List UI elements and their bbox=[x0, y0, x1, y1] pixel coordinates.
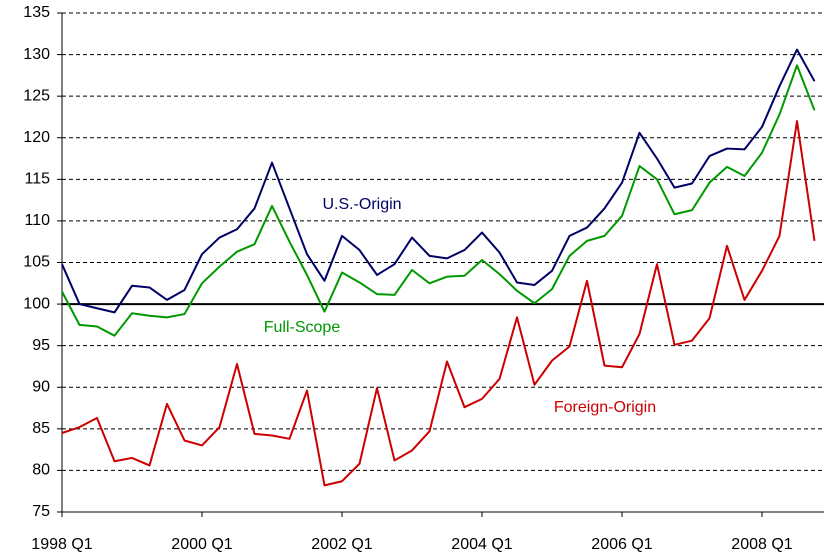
y-tick-label: 80 bbox=[32, 462, 50, 479]
x-tick-label: 2006 Q1 bbox=[591, 536, 652, 553]
y-tick-label: 105 bbox=[23, 254, 50, 271]
x-tick-label: 1998 Q1 bbox=[31, 536, 92, 553]
x-tick-label: 2002 Q1 bbox=[311, 536, 372, 553]
series-label: Foreign-Origin bbox=[554, 399, 656, 416]
x-tick-label: 2008 Q1 bbox=[731, 536, 792, 553]
y-tick-label: 130 bbox=[23, 46, 50, 63]
series-line bbox=[61, 48, 816, 314]
y-tick-label: 75 bbox=[32, 503, 50, 520]
y-tick-label: 120 bbox=[23, 129, 50, 146]
y-tick-label: 100 bbox=[23, 295, 50, 312]
y-tick-label: 95 bbox=[32, 337, 50, 354]
y-tick-label: 110 bbox=[24, 212, 50, 229]
series-label: Full-Scope bbox=[264, 319, 341, 336]
series-line bbox=[61, 120, 816, 487]
x-tick-label: 2004 Q1 bbox=[451, 536, 512, 553]
y-tick-label: 135 bbox=[23, 4, 50, 21]
x-tick-label: 2000 Q1 bbox=[171, 536, 232, 553]
y-tick-label: 125 bbox=[23, 87, 50, 104]
y-tick-label: 115 bbox=[24, 171, 50, 188]
series-line bbox=[61, 64, 816, 337]
series-label: U.S.-Origin bbox=[322, 196, 401, 213]
y-tick-label: 90 bbox=[32, 378, 50, 395]
y-tick-label: 85 bbox=[32, 420, 50, 437]
